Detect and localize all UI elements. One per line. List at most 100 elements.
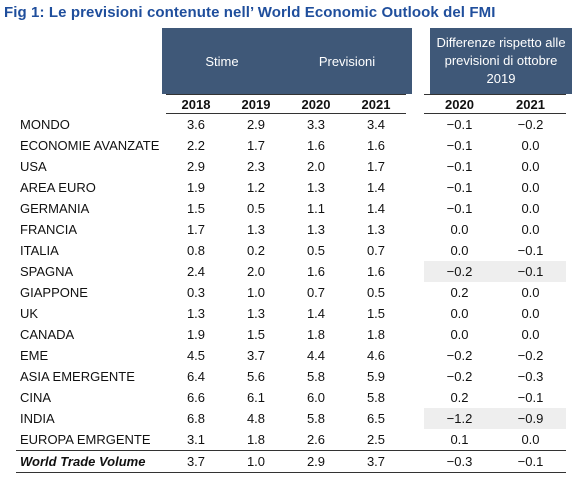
value-cell: 1.3: [186, 306, 206, 321]
value-cell: 1.3: [306, 222, 326, 237]
value-cell: 0.0: [521, 138, 540, 153]
year-header-row: 2018 2019 2020 2021 2020 2021: [16, 94, 566, 114]
col-year: 2021: [495, 94, 566, 114]
value-cell: 5.8: [366, 390, 386, 405]
value-cell: 6.8: [186, 411, 206, 426]
value-cell: 1.1: [306, 201, 326, 216]
gap-cell: [406, 450, 424, 473]
value-cell: 1.6: [366, 264, 386, 279]
value-cell: 1.7: [246, 138, 266, 153]
value-cell: 1.5: [366, 306, 386, 321]
value-cell: 2.3: [246, 159, 266, 174]
table-row: ECONOMIE AVANZATE 2.2 1.7 1.6 1.6 −0.1 0.0: [16, 135, 566, 156]
forecast-table: 2018 2019 2020 2021 2020 2021 MONDO 3.6 2.…: [16, 94, 566, 473]
gap-cell: [406, 177, 424, 198]
value-cell: 0.8: [186, 243, 206, 258]
value-cell: 0.2: [450, 390, 469, 405]
value-cell: 5.8: [306, 369, 326, 384]
gap-cell: [406, 156, 424, 177]
value-cell: 1.9: [186, 327, 206, 342]
value-cell: 4.4: [306, 348, 326, 363]
value-cell: 0.0: [521, 306, 540, 321]
value-cell: −0.2: [517, 117, 544, 132]
gap-cell: [406, 324, 424, 345]
value-cell: −0.1: [517, 243, 544, 258]
value-cell: 2.0: [306, 159, 326, 174]
row-label: GERMANIA: [20, 201, 90, 216]
value-cell: 1.6: [306, 138, 326, 153]
table-row: CINA 6.6 6.1 6.0 5.8 0.2 −0.1: [16, 387, 566, 408]
value-cell: 4.6: [366, 348, 386, 363]
table-row: GIAPPONE 0.3 1.0 0.7 0.5 0.2 0.0: [16, 282, 566, 303]
value-cell: 0.2: [246, 243, 266, 258]
row-label: INDIA: [20, 411, 55, 426]
value-cell: −0.2: [446, 348, 473, 363]
value-cell: 2.9: [246, 117, 266, 132]
value-cell: 1.8: [246, 432, 266, 447]
row-label: MONDO: [20, 116, 70, 132]
value-cell: 2.6: [306, 432, 326, 447]
value-cell: 5.6: [246, 369, 266, 384]
gap-cell: [406, 198, 424, 219]
value-cell: 2.9: [186, 159, 206, 174]
value-cell: 3.7: [166, 450, 226, 473]
value-cell: 3.7: [346, 450, 406, 473]
value-cell: −0.2: [446, 369, 473, 384]
value-cell: 1.0: [226, 450, 286, 473]
value-cell: 2.4: [186, 264, 206, 279]
row-label: EUROPA EMRGENTE: [20, 432, 151, 447]
value-cell: 2.5: [366, 432, 386, 447]
value-cell: 3.6: [186, 117, 206, 132]
value-cell: 2.9: [286, 450, 346, 473]
row-label: FRANCIA: [20, 222, 78, 237]
value-cell: 0.0: [450, 222, 469, 237]
value-cell: 4.5: [186, 348, 206, 363]
value-cell: −0.3: [517, 369, 544, 384]
row-label: ITALIA: [20, 243, 59, 258]
value-cell: 6.5: [366, 411, 386, 426]
col-year: 2018: [166, 94, 226, 114]
row-label: ASIA EMERGENTE: [20, 369, 135, 384]
gap-cell: [406, 135, 424, 156]
value-cell: 1.4: [366, 201, 386, 216]
value-cell: 0.0: [521, 222, 540, 237]
value-cell: −0.1: [517, 390, 544, 405]
gap-cell: [406, 387, 424, 408]
row-label: EME: [20, 348, 49, 363]
gap-cell: [406, 114, 424, 136]
value-cell: −1.2: [424, 408, 495, 429]
gap-cell: [406, 303, 424, 324]
value-cell: 4.8: [246, 411, 266, 426]
table-row: MONDO 3.6 2.9 3.3 3.4 −0.1 −0.2: [16, 114, 566, 136]
value-cell: 1.3: [366, 222, 386, 237]
value-cell: 1.8: [366, 327, 386, 342]
col-year: 2020: [424, 94, 495, 114]
value-cell: −0.3: [424, 450, 495, 473]
value-cell: 0.5: [306, 243, 326, 258]
value-cell: 6.4: [186, 369, 206, 384]
value-cell: 6.6: [186, 390, 206, 405]
value-cell: −0.1: [446, 117, 473, 132]
value-cell: −0.1: [446, 138, 473, 153]
table-row: EME 4.5 3.7 4.4 4.6 −0.2 −0.2: [16, 345, 566, 366]
value-cell: 6.1: [246, 390, 266, 405]
header-stime: Stime: [162, 28, 282, 94]
row-label: AREA EURO: [20, 180, 96, 195]
value-cell: 3.7: [246, 348, 266, 363]
value-cell: 1.5: [246, 327, 266, 342]
table-row: AREA EURO 1.9 1.2 1.3 1.4 −0.1 0.0: [16, 177, 566, 198]
gap-cell: [406, 95, 424, 114]
gap-cell: [406, 219, 424, 240]
col-year: 2021: [346, 94, 406, 114]
header-differenze: Differenze rispetto alle previsioni di o…: [430, 28, 572, 94]
value-cell: 3.1: [186, 432, 206, 447]
value-cell: 1.3: [246, 306, 266, 321]
value-cell: 1.6: [306, 264, 326, 279]
row-label: CINA: [20, 390, 52, 405]
col-year: 2019: [226, 94, 286, 114]
value-cell: 1.4: [306, 306, 326, 321]
value-cell: 1.3: [306, 180, 326, 195]
value-cell: 1.0: [246, 285, 266, 300]
value-cell: 0.5: [366, 285, 386, 300]
value-cell: 0.0: [521, 327, 540, 342]
